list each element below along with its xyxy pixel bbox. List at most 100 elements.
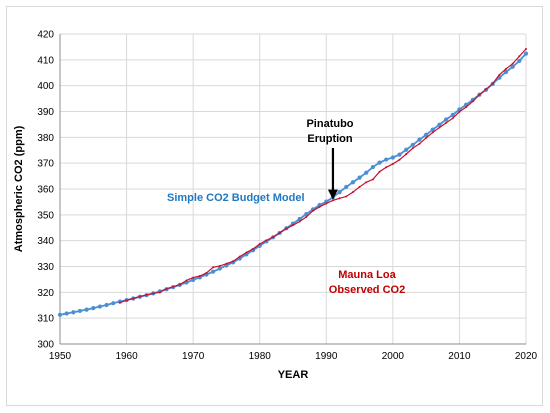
observed-point bbox=[265, 239, 268, 242]
observed-point bbox=[272, 236, 275, 239]
observed-point bbox=[232, 260, 235, 263]
model-point bbox=[370, 164, 375, 170]
observed-point bbox=[212, 266, 215, 269]
x-tick-label: 1950 bbox=[49, 351, 72, 362]
y-axis-title: Atmospheric CO2 (ppm) bbox=[13, 125, 25, 252]
pinatubo-arrow-head bbox=[327, 189, 338, 200]
observed-point bbox=[298, 220, 301, 223]
observed-point bbox=[172, 285, 175, 288]
series-lines bbox=[57, 47, 529, 317]
model-point bbox=[390, 155, 395, 160]
observed-point bbox=[465, 106, 468, 109]
observed-point bbox=[178, 283, 181, 286]
annotation-model: Simple CO2 Budget Model bbox=[167, 192, 305, 204]
x-axis-title: YEAR bbox=[278, 369, 309, 381]
model-point bbox=[377, 160, 382, 165]
x-tick-labels: 1950 1960 1970 1980 1990 2000 2010 2020 bbox=[49, 351, 538, 362]
model-point bbox=[410, 142, 415, 147]
model-point bbox=[444, 117, 449, 122]
observed-point bbox=[385, 166, 388, 169]
model-point bbox=[97, 304, 103, 309]
x-tick-label: 2010 bbox=[448, 351, 471, 362]
observed-point bbox=[518, 55, 521, 58]
model-point bbox=[350, 180, 356, 185]
observed-point bbox=[445, 121, 448, 124]
model-point bbox=[211, 269, 216, 274]
model-point bbox=[384, 157, 389, 162]
observed-point bbox=[345, 195, 348, 198]
observed-point bbox=[411, 147, 414, 150]
observed-point bbox=[198, 275, 201, 278]
model-point bbox=[523, 51, 529, 56]
observed-point bbox=[398, 158, 401, 161]
observed-point bbox=[192, 276, 195, 279]
model-point bbox=[104, 302, 109, 308]
observed-point bbox=[331, 199, 334, 202]
model-point bbox=[430, 127, 435, 132]
model-point bbox=[337, 190, 342, 195]
y-tick-label: 300 bbox=[37, 340, 54, 351]
observed-point bbox=[378, 170, 381, 173]
model-point bbox=[111, 301, 116, 306]
model-point bbox=[344, 184, 349, 190]
y-tick-label: 410 bbox=[37, 55, 54, 66]
model-point bbox=[357, 175, 362, 180]
model-point bbox=[217, 266, 222, 271]
observed-point bbox=[491, 82, 494, 85]
model-point bbox=[517, 58, 522, 63]
model-point bbox=[510, 64, 515, 69]
plot-border bbox=[59, 34, 526, 345]
observed-point bbox=[418, 142, 421, 145]
model-point bbox=[424, 132, 429, 137]
observed-point bbox=[351, 191, 354, 194]
observed-point bbox=[471, 100, 474, 103]
series-line-model bbox=[59, 53, 527, 316]
observed-point bbox=[318, 205, 321, 208]
model-point bbox=[417, 137, 422, 142]
y-tick-label: 340 bbox=[37, 236, 54, 247]
observed-point bbox=[431, 131, 434, 134]
observed-point bbox=[311, 209, 314, 212]
y-tick-label: 310 bbox=[37, 314, 54, 325]
x-tick-label: 1980 bbox=[249, 351, 272, 362]
y-tick-label: 330 bbox=[37, 262, 54, 273]
observed-point bbox=[505, 67, 508, 70]
observed-point bbox=[118, 301, 121, 304]
model-point bbox=[64, 311, 69, 316]
observed-point bbox=[305, 215, 308, 218]
x-tick-label: 1960 bbox=[115, 351, 138, 362]
observed-point bbox=[252, 247, 255, 250]
y-tick-label: 380 bbox=[37, 133, 54, 144]
annotation-pinatubo-line: Eruption bbox=[307, 133, 352, 145]
model-point bbox=[437, 122, 442, 127]
observed-point bbox=[205, 271, 208, 274]
observed-point bbox=[278, 231, 281, 234]
observed-point bbox=[152, 292, 155, 295]
observed-point bbox=[292, 224, 294, 227]
observed-point bbox=[358, 185, 361, 188]
y-tick-label: 400 bbox=[37, 81, 54, 92]
y-tick-label: 360 bbox=[37, 185, 54, 196]
observed-point bbox=[132, 297, 135, 300]
observed-point bbox=[371, 178, 374, 181]
model-point bbox=[77, 308, 83, 314]
observed-point bbox=[125, 299, 128, 302]
series-line-observed bbox=[119, 48, 527, 304]
model-point bbox=[71, 310, 76, 315]
annotation-observed-line: Mauna Loa bbox=[338, 269, 396, 281]
observed-point bbox=[238, 255, 241, 258]
model-point bbox=[57, 312, 63, 317]
observed-point bbox=[145, 293, 148, 296]
observed-point bbox=[458, 110, 461, 113]
observed-point bbox=[485, 88, 488, 91]
observed-point bbox=[451, 117, 454, 120]
x-tick-label: 1990 bbox=[315, 351, 338, 362]
observed-point bbox=[525, 47, 527, 50]
model-point bbox=[84, 307, 89, 312]
y-tick-label: 420 bbox=[37, 30, 54, 41]
observed-point bbox=[138, 295, 141, 298]
observed-point bbox=[185, 279, 188, 282]
annotation-observed-line: Observed CO2 bbox=[329, 284, 405, 296]
model-point bbox=[91, 305, 96, 311]
